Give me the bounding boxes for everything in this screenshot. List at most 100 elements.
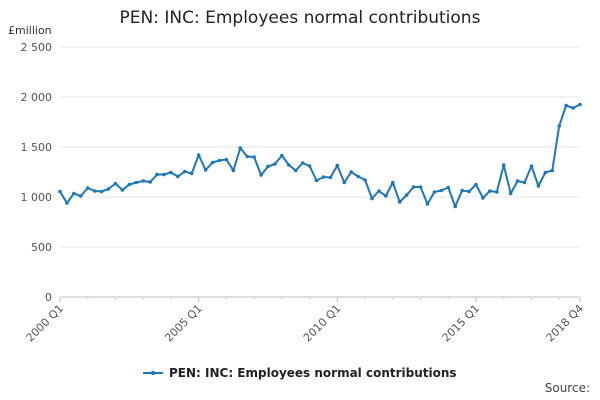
- data-point: [432, 190, 437, 194]
- data-point: [508, 191, 513, 196]
- y-tick-label: 1 500: [21, 141, 53, 154]
- data-point: [79, 194, 83, 198]
- y-tick-label: 0: [45, 291, 52, 304]
- data-point: [453, 204, 458, 209]
- data-point: [183, 169, 187, 174]
- data-point: [293, 168, 298, 173]
- data-point: [85, 186, 90, 190]
- axes: [59, 296, 581, 302]
- data-point: [196, 153, 201, 157]
- data-point: [266, 164, 270, 169]
- data-point: [141, 179, 145, 183]
- series-group: [58, 102, 582, 209]
- data-point: [522, 180, 527, 185]
- data-point: [273, 162, 277, 166]
- data-point: [155, 172, 159, 177]
- data-point: [314, 178, 319, 183]
- data-point: [106, 187, 111, 191]
- data-point: [259, 173, 263, 177]
- data-point: [252, 155, 256, 159]
- data-point: [245, 154, 249, 159]
- data-point: [391, 180, 395, 185]
- data-point: [501, 163, 506, 167]
- data-point: [203, 168, 208, 172]
- x-tick-labels: 2000 Q1 2005 Q1 2010 Q1 2015 Q1 2018 Q4: [24, 302, 587, 345]
- data-point: [550, 168, 555, 173]
- data-point: [349, 170, 354, 174]
- data-point: [467, 189, 471, 194]
- data-point: [134, 180, 139, 185]
- y-tick-label: 500: [31, 241, 52, 254]
- data-point: [120, 188, 125, 192]
- data-point: [384, 194, 388, 198]
- data-point: [99, 189, 104, 194]
- y-tick-label: 2 500: [21, 41, 53, 54]
- data-point: [488, 189, 492, 193]
- data-point: [127, 182, 132, 187]
- data-point: [425, 202, 430, 206]
- legend: PEN: INC: Employees normal contributions: [143, 366, 457, 380]
- data-point: [543, 170, 548, 175]
- data-point: [162, 172, 166, 177]
- data-point: [515, 179, 520, 183]
- data-point: [460, 188, 464, 193]
- data-point: [397, 200, 402, 204]
- data-point: [418, 185, 423, 189]
- data-point: [536, 184, 541, 188]
- data-point: [307, 164, 312, 168]
- data-point: [169, 170, 173, 175]
- legend-label: PEN: INC: Employees normal contributions: [169, 366, 457, 380]
- series-line: [59, 103, 581, 208]
- data-point: [356, 174, 360, 179]
- y-tick-labels: 0 500 1 000 1 500 2 000 2 500: [21, 41, 53, 304]
- data-point: [210, 160, 215, 165]
- data-point: [557, 124, 561, 128]
- data-point: [321, 175, 326, 179]
- data-point: [287, 163, 291, 167]
- data-point: [231, 168, 236, 173]
- data-point: [189, 171, 194, 176]
- x-tick-label: 2015 Q1: [440, 302, 483, 345]
- y-axis-unit-label: £million: [8, 24, 52, 37]
- data-point: [529, 164, 534, 168]
- x-tick-label: 2000 Q1: [24, 302, 67, 345]
- data-point: [446, 185, 451, 190]
- chart-title: PEN: INC: Employees normal contributions: [119, 8, 481, 28]
- legend-point-marker: [150, 370, 156, 376]
- data-point: [328, 175, 333, 180]
- x-tick-label: 2005 Q1: [162, 302, 205, 345]
- data-point: [370, 196, 374, 201]
- source-label: Source:: [544, 381, 590, 395]
- data-point: [377, 189, 381, 193]
- data-point: [335, 163, 340, 168]
- data-point: [564, 103, 568, 108]
- gridlines: [60, 46, 580, 248]
- data-point: [481, 196, 485, 200]
- y-tick-label: 2 000: [21, 91, 53, 104]
- x-tick-label: 2018 Q4: [544, 302, 587, 345]
- data-point: [238, 146, 243, 150]
- data-point: [578, 102, 582, 107]
- data-point: [363, 178, 367, 182]
- y-tick-label: 1 000: [21, 191, 53, 204]
- data-point: [58, 189, 62, 194]
- data-point: [224, 157, 229, 162]
- data-point: [439, 188, 444, 193]
- data-point: [92, 189, 97, 193]
- data-point: [280, 153, 284, 158]
- data-point: [65, 201, 69, 205]
- data-point: [113, 181, 118, 186]
- x-tick-label: 2010 Q1: [301, 302, 344, 345]
- data-point: [342, 180, 347, 185]
- data-point: [571, 106, 575, 110]
- data-point: [495, 190, 499, 194]
- data-point: [176, 174, 180, 179]
- data-point: [404, 193, 409, 197]
- data-point: [148, 180, 152, 184]
- data-point: [72, 191, 76, 196]
- data-point: [217, 158, 222, 163]
- data-point: [300, 161, 305, 165]
- data-point: [411, 185, 416, 189]
